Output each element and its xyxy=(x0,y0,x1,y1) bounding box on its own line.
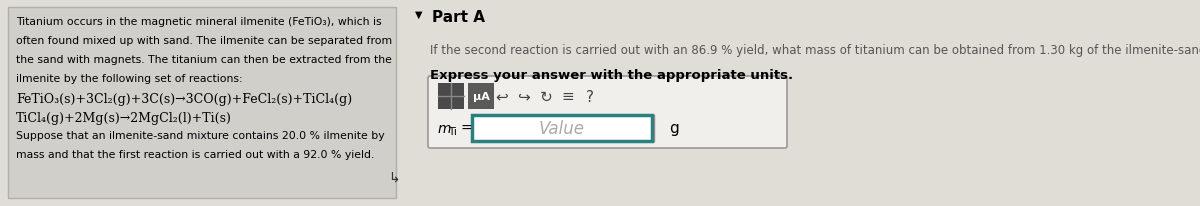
Text: μA: μA xyxy=(473,91,490,102)
Bar xyxy=(472,115,652,141)
Bar xyxy=(438,84,464,109)
Text: If the second reaction is carried out with an 86.9 % yield, what mass of titaniu: If the second reaction is carried out wi… xyxy=(430,44,1200,57)
Text: ↻: ↻ xyxy=(540,89,552,104)
Text: TiCl₄(g)+2Mg(s)→2MgCl₂(l)+Ti(s): TiCl₄(g)+2Mg(s)→2MgCl₂(l)+Ti(s) xyxy=(16,111,232,124)
Text: Suppose that an ilmenite-sand mixture contains 20.0 % ilmenite by: Suppose that an ilmenite-sand mixture co… xyxy=(16,130,385,140)
Text: mass and that the first reaction is carried out with a 92.0 % yield.: mass and that the first reaction is carr… xyxy=(16,149,374,159)
Text: ▼: ▼ xyxy=(415,10,422,20)
FancyBboxPatch shape xyxy=(428,77,787,148)
Text: g: g xyxy=(670,121,679,136)
Text: ↪: ↪ xyxy=(517,89,530,104)
Text: Ti: Ti xyxy=(448,126,457,136)
Text: the sand with magnets. The titanium can then be extracted from the: the sand with magnets. The titanium can … xyxy=(16,55,392,65)
Text: ≡: ≡ xyxy=(562,89,575,104)
Text: ilmenite by the following set of reactions:: ilmenite by the following set of reactio… xyxy=(16,74,242,84)
Text: Part A: Part A xyxy=(432,10,485,25)
Bar xyxy=(468,84,494,109)
Text: =: = xyxy=(460,121,472,135)
Text: Express your answer with the appropriate units.: Express your answer with the appropriate… xyxy=(430,69,793,82)
Text: often found mixed up with sand. The ilmenite can be separated from: often found mixed up with sand. The ilme… xyxy=(16,36,392,46)
Text: Titanium occurs in the magnetic mineral ilmenite (FeTiO₃), which is: Titanium occurs in the magnetic mineral … xyxy=(16,17,382,27)
Text: m: m xyxy=(438,121,451,135)
Text: ↩: ↩ xyxy=(496,89,509,104)
Text: ?: ? xyxy=(586,89,594,104)
Text: ↳: ↳ xyxy=(388,171,400,185)
Text: FeTiO₃(s)+3Cl₂(g)+3C(s)→3CO(g)+FeCl₂(s)+TiCl₄(g): FeTiO₃(s)+3Cl₂(g)+3C(s)→3CO(g)+FeCl₂(s)+… xyxy=(16,92,352,105)
Text: Value: Value xyxy=(539,119,586,137)
Bar xyxy=(8,8,396,198)
